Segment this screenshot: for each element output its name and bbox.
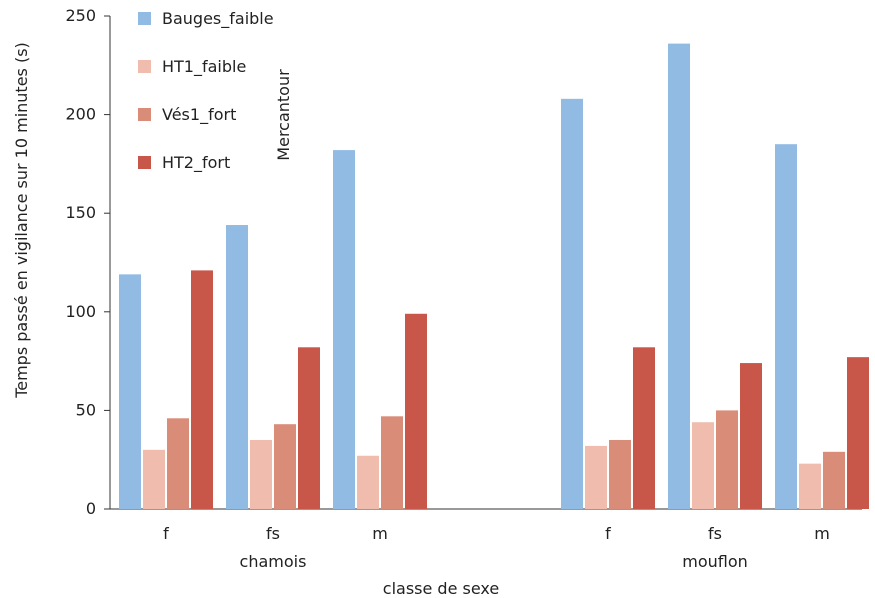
- legend-swatch: [138, 108, 151, 121]
- y-tick-label: 100: [65, 302, 96, 321]
- x-tick-label: m: [372, 524, 388, 543]
- mercantour-annotation: Mercantour: [274, 69, 293, 161]
- bar-chamois-f-HT1_faible: [143, 449, 165, 509]
- bar-mouflon-f-HT2_fort: [633, 347, 655, 509]
- y-tick-label: 250: [65, 6, 96, 25]
- group-label-chamois: chamois: [240, 552, 307, 571]
- y-tick-label: 0: [86, 499, 96, 518]
- bar-mouflon-f-Vés1_fort: [609, 439, 631, 509]
- y-tick-label: 150: [65, 203, 96, 222]
- legend-label: HT2_fort: [162, 153, 230, 173]
- legend-label: Bauges_faible: [162, 9, 274, 29]
- bar-chamois-m-Bauges_faible: [333, 150, 355, 509]
- y-tick-label: 200: [65, 105, 96, 124]
- bar-chamois-m-Vés1_fort: [381, 416, 403, 509]
- bar-mouflon-f-Bauges_faible: [561, 98, 583, 509]
- bar-mouflon-m-HT2_fort: [847, 357, 869, 509]
- bar-mouflon-fs-Bauges_faible: [668, 43, 690, 509]
- y-tick-label: 50: [76, 400, 96, 419]
- x-ticks: f fs m f fs m: [163, 524, 830, 543]
- legend-swatch: [138, 60, 151, 73]
- x-tick-label: fs: [266, 524, 280, 543]
- y-axis-title: Temps passé en vigilance sur 10 minutes …: [12, 42, 31, 399]
- x-tick-label: f: [605, 524, 611, 543]
- legend: Bauges_faible HT1_faible Vés1_fort HT2_fort: [138, 9, 274, 173]
- bar-chamois-fs-Bauges_faible: [226, 225, 248, 510]
- bar-mouflon-m-HT1_faible: [799, 463, 821, 509]
- bars: [119, 43, 869, 510]
- bar-mouflon-f-HT1_faible: [585, 445, 607, 509]
- x-tick-label: fs: [708, 524, 722, 543]
- bar-chamois-m-HT2_fort: [405, 313, 427, 509]
- bar-chamois-fs-Vés1_fort: [274, 424, 296, 509]
- group-labels: chamois mouflon: [240, 552, 748, 571]
- bar-mouflon-fs-HT1_faible: [692, 422, 714, 509]
- bar-chamois-fs-HT1_faible: [250, 439, 272, 509]
- x-tick-label: f: [163, 524, 169, 543]
- bar-mouflon-m-Vés1_fort: [823, 451, 845, 509]
- bar-mouflon-m-Bauges_faible: [775, 144, 797, 509]
- bar-mouflon-fs-HT2_fort: [740, 363, 762, 509]
- bar-chamois-f-Bauges_faible: [119, 274, 141, 509]
- bar-chamois-m-HT1_faible: [357, 455, 379, 509]
- bar-chamois-f-HT2_fort: [191, 270, 213, 509]
- bar-chamois-fs-HT2_fort: [298, 347, 320, 509]
- bar-mouflon-fs-Vés1_fort: [716, 410, 738, 509]
- group-label-mouflon: mouflon: [682, 552, 748, 571]
- x-axis-title: classe de sexe: [383, 579, 499, 598]
- y-ticks: 0 50 100 150 200 250: [65, 6, 110, 518]
- bar-chamois-f-Vés1_fort: [167, 418, 189, 509]
- legend-label: HT1_faible: [162, 57, 246, 77]
- legend-swatch: [138, 12, 151, 25]
- x-tick-label: m: [814, 524, 830, 543]
- legend-label: Vés1_fort: [162, 105, 236, 125]
- legend-swatch: [138, 156, 151, 169]
